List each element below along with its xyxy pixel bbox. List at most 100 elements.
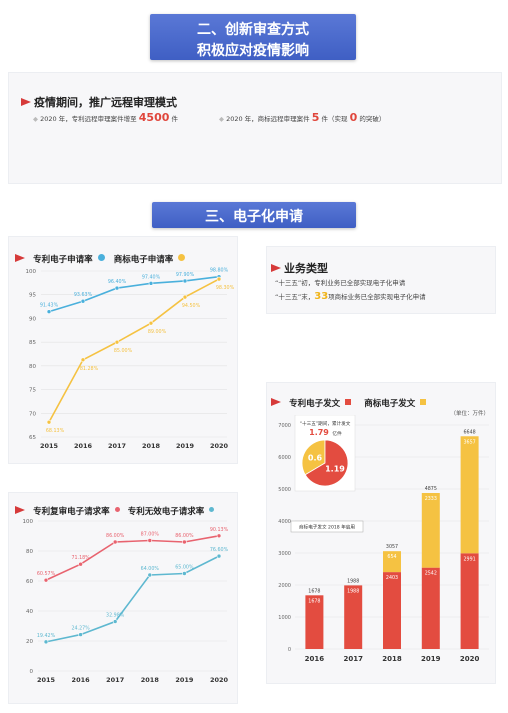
chart3-xtick-label: 2016 — [305, 655, 325, 663]
legend-bullet-icon — [15, 253, 25, 262]
chart2-series-2-point — [112, 619, 118, 624]
chart1-series-2-point — [80, 357, 86, 363]
remote-review-panel: 疫情期间，推广远程审理模式 ◆ 2020 年，专利远程审理案件增至 4500 件… — [8, 72, 502, 184]
chart3-panel: 专利电子发文 商标电子发文 （单位：万件） 7000 6000 5000 4000 30… — [266, 382, 496, 684]
chart2-series-2-point — [216, 553, 222, 559]
chart1-series-2-data-label: 89.00% — [148, 329, 167, 335]
chart2-ytick-label: 40 — [26, 609, 33, 615]
chart1-xtick-label: 2017 — [108, 442, 126, 450]
remote-review-heading: 疫情期间，推广远程审理模式 — [34, 96, 177, 109]
chart2-ytick-label: 80 — [26, 549, 33, 555]
chart1-series-1-point — [182, 278, 188, 284]
chart2-series-1-point — [216, 533, 222, 539]
chart2-legend: 专利复审电子请求率 专利无效电子请求率 — [15, 499, 215, 518]
chart1-xtick-label: 2019 — [176, 442, 195, 450]
chart2-series-1-line — [45, 535, 220, 581]
chart2-series-1-point — [182, 539, 187, 545]
chart1-series-1-data-label: 97.40% — [142, 274, 161, 280]
chart1-series-2-data-label: 81.28% — [80, 366, 99, 372]
chart1-series-1-data-label: 91.43% — [40, 303, 59, 309]
chart3-ytick-label: 0 — [288, 647, 291, 653]
chart2-series-1-data-label: 86.00% — [106, 533, 125, 539]
dot-icon: ◆ — [219, 115, 227, 123]
chart3-total-label: 4875 — [425, 486, 437, 492]
chart1-series-1-line — [48, 275, 220, 313]
business-heading: 业务类型 — [284, 262, 328, 275]
chart2-series-2-data-label: 76.60% — [210, 547, 229, 553]
chart3-ytick-label: 5000 — [278, 487, 291, 493]
chart1-series-2-data-label: 98.30% — [216, 285, 235, 291]
chart2-ytick-label: 0 — [30, 669, 34, 675]
chart2-series-2-data-label: 32.98% — [106, 613, 125, 619]
chart1-series-1-point — [148, 281, 154, 286]
chart3-bar-patent — [305, 595, 324, 649]
chart3-xtick-label: 2020 — [460, 655, 480, 663]
chart3-xtick-label: 2017 — [343, 655, 363, 663]
chart2-xtick-label: 2018 — [141, 676, 160, 684]
chart3-ytick-label: 2000 — [278, 583, 291, 589]
chart2-series-1-data-label: 86.00% — [175, 533, 194, 539]
section3-banner: 三、电子化申请 — [152, 202, 356, 228]
chart2-xtick-label: 2015 — [37, 676, 56, 684]
section2-title-line2: 积极应对疫情影响 — [197, 43, 309, 59]
remote-review-item-patent: ◆ 2020 年，专利远程审理案件增至 4500 件 — [33, 111, 178, 124]
chart3-bar-value-label: 3657 — [463, 439, 475, 445]
chart1-series-2-line — [48, 278, 220, 423]
patent-remote-count: 4500 — [138, 111, 170, 124]
trademark-zero-breakthrough: 0 — [349, 111, 358, 124]
chart3-note: 商标电子发文 2018 年启用 — [299, 524, 355, 531]
chart1-legend: 专利电子申请率 商标电子申请率 — [15, 247, 186, 266]
chart1-series-1-data-label: 98.80% — [210, 268, 229, 274]
chart1-ytick-label: 90 — [29, 316, 36, 322]
section2-banner: 二、创新审查方式 积极应对疫情影响 — [150, 14, 356, 60]
chart3-note-box — [290, 520, 364, 533]
chart3-ytick-label: 7000 — [278, 423, 291, 429]
chart2-legend-series1: 专利复审电子请求率 — [33, 507, 110, 517]
chart1-ytick-label: 95 — [29, 293, 36, 299]
chart1-panel: 专利电子申请率 商标电子申请率 100 95 90 85 80 75 70 65 2015 201… — [8, 236, 238, 464]
chart1-series-2-point — [148, 320, 154, 326]
chart1-series-2-point — [182, 294, 188, 300]
chart2-series-2-data-label: 65.00% — [175, 565, 194, 571]
chart3-inset-pie-slice — [304, 439, 349, 487]
chart1-series-2-point — [46, 419, 52, 425]
chart1-ytick-label: 75 — [29, 388, 36, 394]
legend-bullet-icon — [271, 397, 281, 406]
legend-square-red-icon — [345, 398, 352, 405]
legend-square-yellow-icon — [420, 398, 427, 405]
chart2-series-1-point — [78, 561, 83, 567]
chart2-xtick-label: 2020 — [210, 676, 229, 684]
chart3-xtick-label: 2018 — [382, 655, 402, 663]
chart1-series-2-data-label: 94.50% — [182, 303, 201, 309]
chart2-series-2-line — [45, 555, 220, 643]
section2-title-line1: 二、创新审查方式 — [197, 22, 309, 38]
chart1-series-2-data-label: 68.13% — [46, 428, 65, 434]
chart3-total-label: 3057 — [386, 544, 398, 550]
chart3-inset-title: “十三五”期间，累计发文 — [300, 420, 351, 427]
chart1-series-1-data-label: 93.63% — [74, 292, 93, 298]
chart3-bar-value-label: 1678 — [308, 598, 320, 604]
chart2-series-2-data-label: 19.42% — [37, 633, 56, 639]
business-line1: “十三五”初，专利业务已全部实现电子化申请 — [275, 279, 406, 287]
remote-review-item-trademark: ◆ 2020 年，商标远程审理案件 5 件（实现 0 的突破） — [219, 111, 386, 124]
chart3-bar-trademark — [383, 551, 401, 573]
chart3-inset-total: 1.79 — [309, 428, 329, 437]
chart2-series-1-data-label: 87.00% — [141, 532, 160, 538]
chart2-ytick-label: 20 — [26, 639, 33, 645]
chart3-bar-value-label: 2542 — [425, 571, 437, 577]
legend-dot-pink-icon — [114, 507, 120, 512]
chart1-ytick-label: 100 — [26, 269, 37, 275]
heading-bullet-icon — [271, 263, 281, 272]
chart1-series-1-point — [80, 298, 86, 304]
chart1-series-1-data-label: 97.90% — [176, 272, 195, 278]
chart3-inset-slice-label: 1.19 — [325, 465, 345, 474]
chart1-series-1-point — [46, 309, 52, 314]
trademark-remote-count: 5 — [311, 111, 320, 124]
chart2-series-1-data-label: 71.18% — [71, 555, 90, 561]
chart2-series-2-point — [43, 639, 49, 645]
chart2-series-2-data-label: 24.27% — [71, 626, 90, 632]
chart1-ytick-label: 80 — [29, 364, 36, 370]
legend-dot-blue-icon — [97, 254, 105, 261]
chart3-total-label: 6648 — [463, 429, 475, 435]
